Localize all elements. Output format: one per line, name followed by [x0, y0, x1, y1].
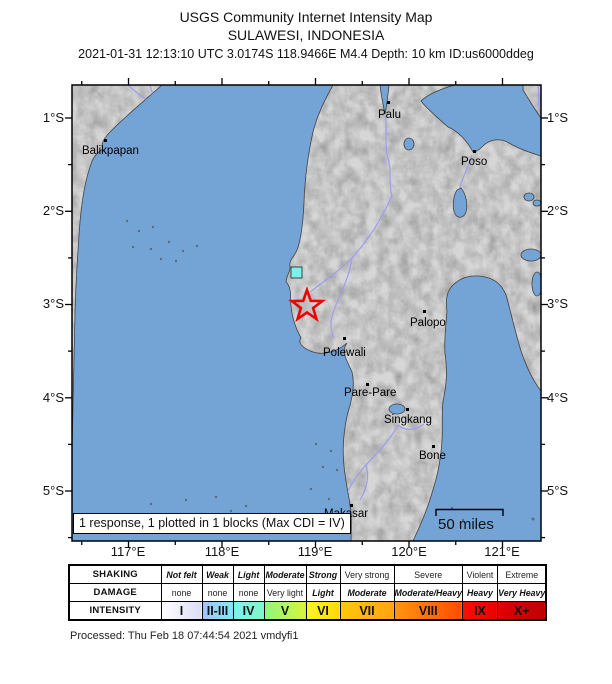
legend-damage-cell: Heavy — [461, 583, 498, 602]
event-details: 2021-01-31 12:13:10 UTC 3.0174S 118.9466… — [78, 47, 534, 61]
lat-label-5s-right: 5°S — [547, 483, 569, 498]
processed-timestamp: Processed: Thu Feb 18 07:44:54 2021 vmdy… — [70, 630, 299, 642]
axis-ticks — [65, 78, 548, 548]
legend-damage-cell: Very light — [263, 583, 307, 602]
legend-intensity-cell: I — [160, 601, 203, 621]
response-block — [290, 266, 303, 279]
legend-damage-cell: Moderate — [339, 583, 395, 602]
legend-shaking-cell: Severe — [393, 564, 463, 584]
scale-bar — [435, 508, 504, 516]
legend-shaking-cell: Weak — [201, 564, 234, 584]
response-note: 1 response, 1 plotted in 1 blocks (Max C… — [73, 513, 351, 534]
lon-label-117e: 117°E — [110, 544, 146, 559]
legend-intensity-cell: V — [263, 601, 307, 621]
lon-label-120e: 120°E — [391, 544, 427, 559]
lakes — [388, 137, 541, 415]
legend-shaking-cell: Moderate — [263, 564, 307, 584]
page-subtitle: SULAWESI, INDONESIA — [227, 27, 385, 43]
city-dots — [104, 101, 476, 507]
legend-intensity-cell: II-III — [201, 601, 234, 621]
lat-label-4s-left: 4°S — [42, 390, 64, 405]
legend-row-intensity: INTENSITY I II-III IV V VI VII VIII IX X… — [68, 601, 547, 621]
city-label-bone: Bone — [419, 450, 446, 462]
map-frame — [71, 84, 542, 542]
lon-label-121e: 121°E — [484, 544, 520, 559]
city-label-polewali: Polewali — [323, 347, 366, 359]
legend-intensity-cell: X+ — [496, 601, 547, 621]
lat-label-1s-right: 1°S — [547, 110, 569, 125]
legend-intensity-cell: VII — [339, 601, 395, 621]
lat-label-3s-right: 3°S — [547, 296, 569, 311]
legend-shaking-cell: Not felt — [160, 564, 203, 584]
legend-shaking-cell: Very strong — [339, 564, 395, 584]
legend-row-damage: DAMAGE none none none Very light Light M… — [68, 583, 547, 602]
legend-damage-cell: Very Heavy — [496, 583, 547, 602]
lon-label-118e: 118°E — [204, 544, 240, 559]
legend-intensity-cell: IV — [232, 601, 265, 621]
legend-intensity-cell: IX — [461, 601, 498, 621]
lat-label-2s-right: 2°S — [547, 203, 569, 218]
legend-damage-cell: none — [160, 583, 203, 602]
legend-shaking-cell: Extreme — [496, 564, 547, 584]
lat-label-5s-left: 5°S — [42, 483, 64, 498]
legend-damage-cell: none — [232, 583, 265, 602]
legend-damage-cell: Moderate/Heavy — [393, 583, 463, 602]
intensity-legend: SHAKING Not felt Weak Light Moderate Str… — [68, 564, 548, 621]
legend-header-intensity: INTENSITY — [68, 601, 162, 621]
lat-label-1s-left: 1°S — [42, 110, 64, 125]
lat-label-3s-left: 3°S — [42, 296, 64, 311]
page-title: USGS Community Internet Intensity Map — [179, 9, 433, 25]
epicenter-star-icon — [288, 286, 326, 323]
legend-shaking-cell: Strong — [305, 564, 341, 584]
city-label-singkang: Singkang — [384, 414, 432, 426]
legend-damage-cell: none — [201, 583, 234, 602]
lat-label-4s-right: 4°S — [547, 390, 569, 405]
scale-bar-label: 50 miles — [438, 516, 494, 533]
legend-row-shaking: SHAKING Not felt Weak Light Moderate Str… — [68, 564, 547, 584]
lon-label-119e: 119°E — [297, 544, 333, 559]
legend-intensity-cell: VIII — [393, 601, 463, 621]
city-label-balikpapan: Balikpapan — [82, 145, 139, 157]
city-label-palu: Palu — [378, 109, 402, 121]
legend-header-damage: DAMAGE — [68, 583, 162, 602]
city-label-poso: Poso — [461, 156, 488, 168]
small-islands — [125, 219, 535, 530]
lat-label-2s-left: 2°S — [42, 203, 64, 218]
legend-shaking-cell: Light — [232, 564, 265, 584]
legend-intensity-cell: VI — [305, 601, 341, 621]
legend-header-shaking: SHAKING — [68, 564, 162, 584]
legend-damage-cell: Light — [305, 583, 341, 602]
city-label-palopo: Palopo — [410, 317, 446, 329]
city-label-pare-pare: Pare-Pare — [344, 387, 397, 399]
legend-shaking-cell: Violent — [461, 564, 498, 584]
